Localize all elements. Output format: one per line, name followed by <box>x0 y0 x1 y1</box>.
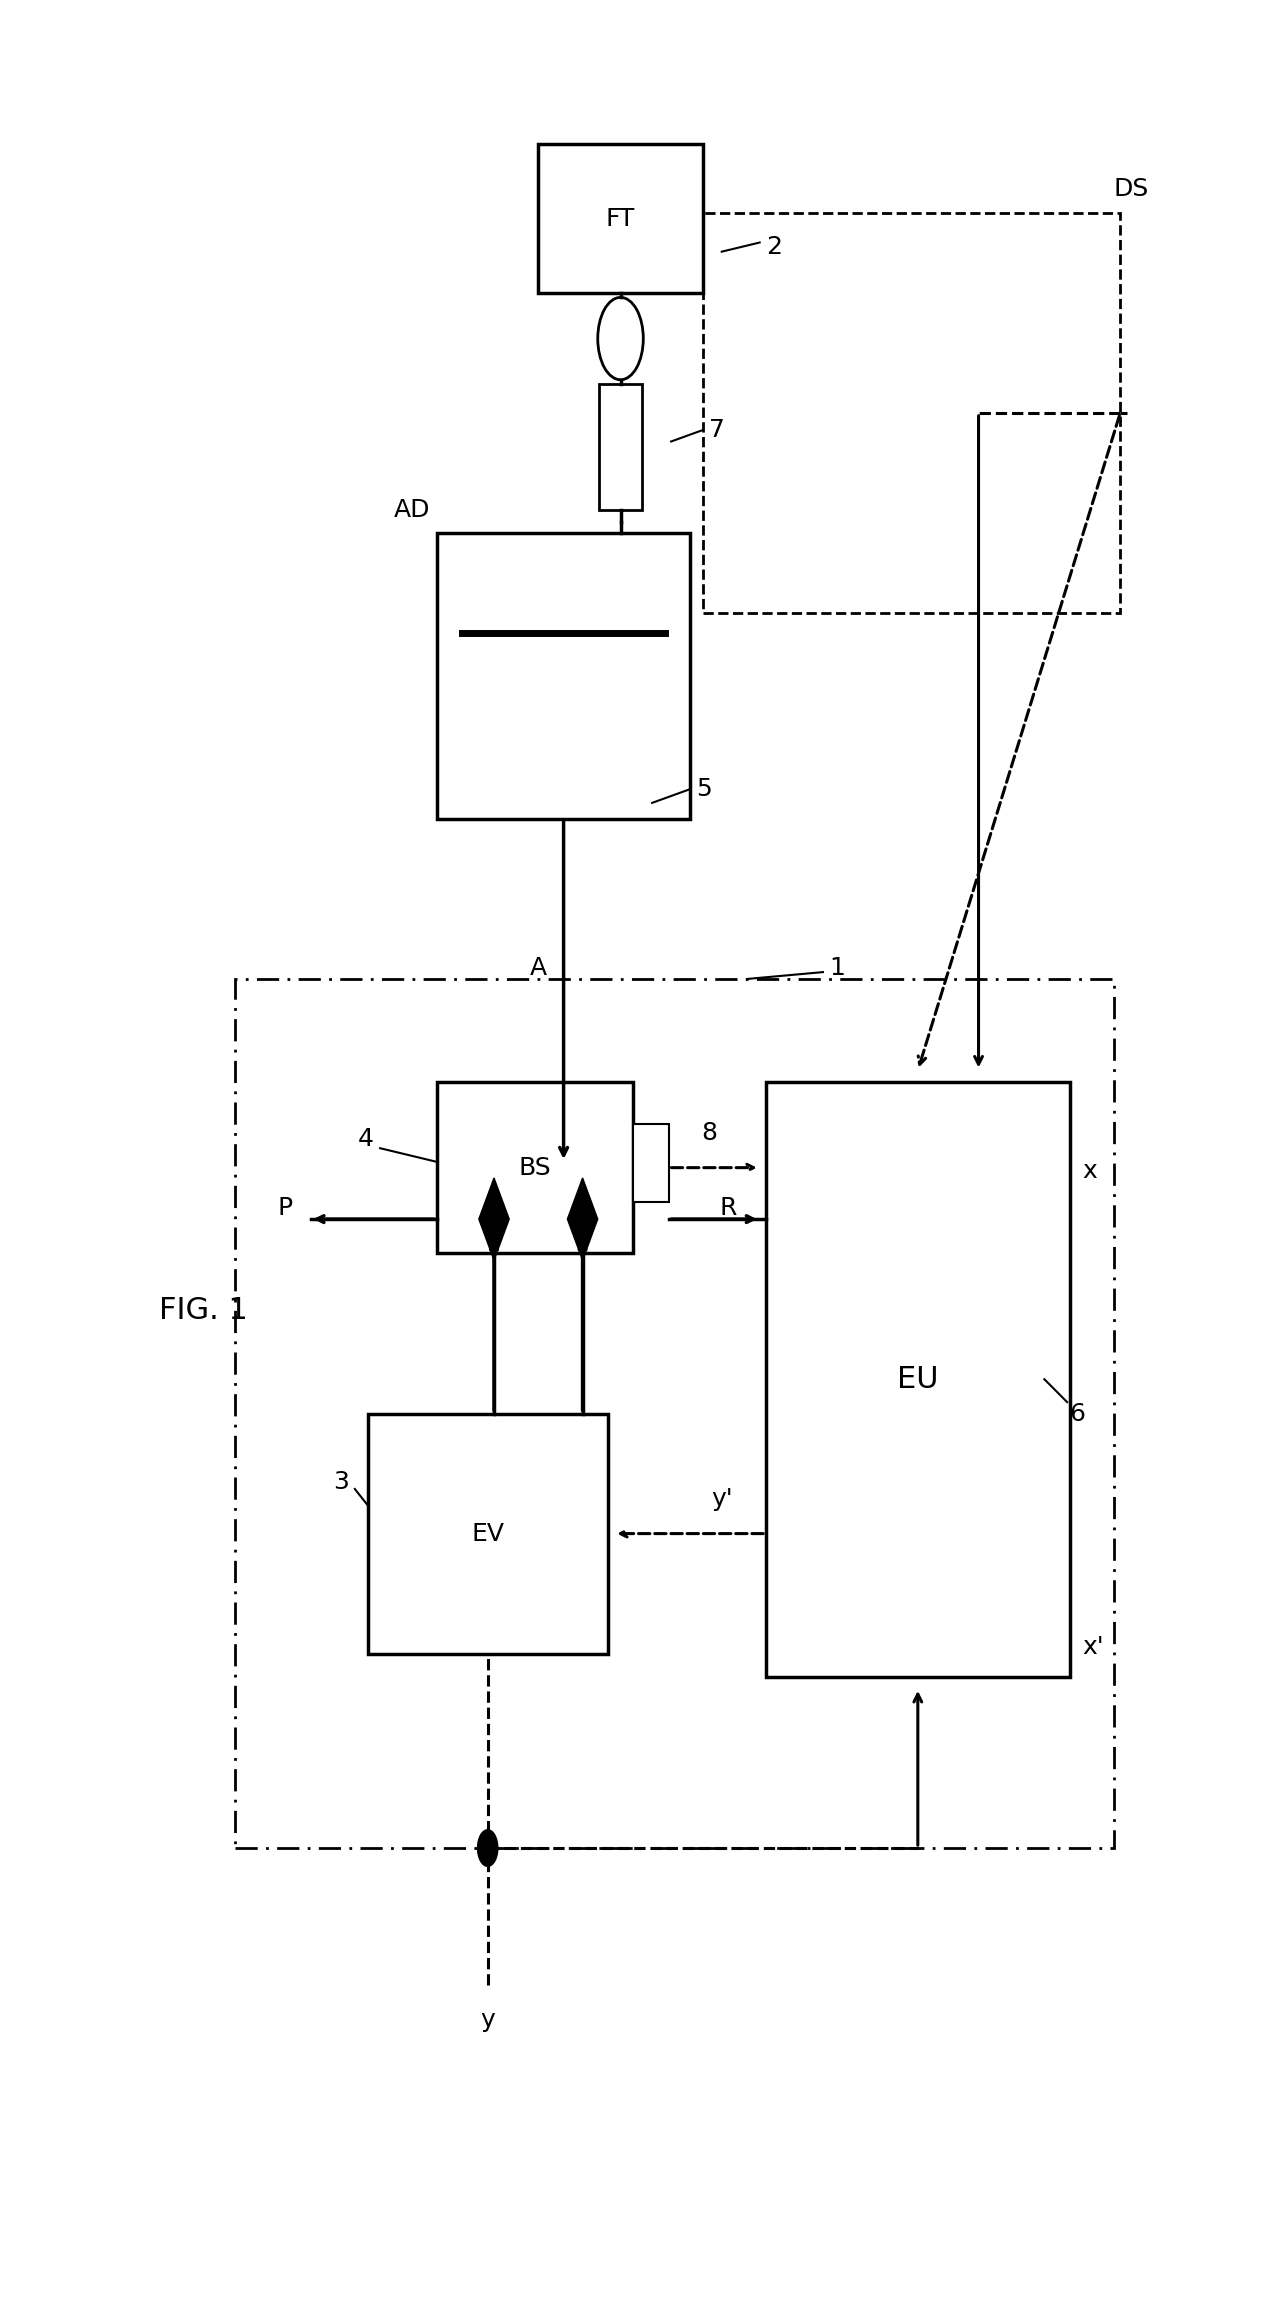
Text: 2: 2 <box>766 235 781 260</box>
Bar <box>234 978 1114 1848</box>
Text: FIG. 1: FIG. 1 <box>159 1295 248 1325</box>
Text: 4: 4 <box>358 1127 373 1150</box>
Bar <box>702 212 1120 612</box>
Text: y': y' <box>711 1486 733 1512</box>
Text: R: R <box>719 1197 737 1220</box>
Text: EV: EV <box>471 1521 504 1546</box>
Text: x': x' <box>1082 1634 1104 1659</box>
Text: 8: 8 <box>701 1121 718 1146</box>
Text: BS: BS <box>519 1155 551 1180</box>
Bar <box>367 1413 608 1654</box>
Text: FT: FT <box>606 207 636 230</box>
Bar <box>437 1081 633 1254</box>
Circle shape <box>597 297 643 380</box>
Text: DS: DS <box>1114 177 1149 202</box>
Text: 3: 3 <box>333 1470 348 1493</box>
Polygon shape <box>478 1178 509 1261</box>
Text: y: y <box>481 2006 495 2032</box>
Polygon shape <box>568 1178 597 1261</box>
Bar <box>766 1081 1069 1677</box>
Text: 7: 7 <box>709 419 725 442</box>
Bar <box>538 145 702 292</box>
Circle shape <box>477 1829 498 1866</box>
Bar <box>633 1125 669 1201</box>
Text: P: P <box>278 1197 293 1220</box>
Text: EU: EU <box>897 1364 939 1394</box>
Bar <box>437 534 691 819</box>
Text: x: x <box>1082 1160 1097 1183</box>
Text: 5: 5 <box>697 778 712 801</box>
Text: 1: 1 <box>829 955 845 980</box>
Bar <box>599 384 642 511</box>
Text: A: A <box>530 955 547 980</box>
Text: AD: AD <box>394 497 431 522</box>
Text: 6: 6 <box>1069 1401 1086 1427</box>
